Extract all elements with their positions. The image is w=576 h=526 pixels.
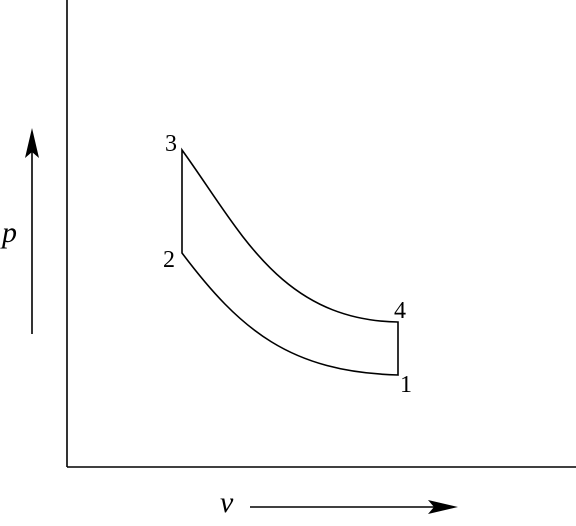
- x-axis-label: v: [220, 486, 234, 519]
- point-label: 3: [165, 131, 177, 157]
- x-arrow-head: [428, 500, 458, 514]
- y-arrow-head: [25, 128, 39, 158]
- point-label: 4: [394, 298, 406, 324]
- point-label: 2: [163, 247, 175, 273]
- point-label: 1: [400, 372, 412, 398]
- cycle: [181, 147, 399, 376]
- y-axis-label: p: [0, 216, 17, 249]
